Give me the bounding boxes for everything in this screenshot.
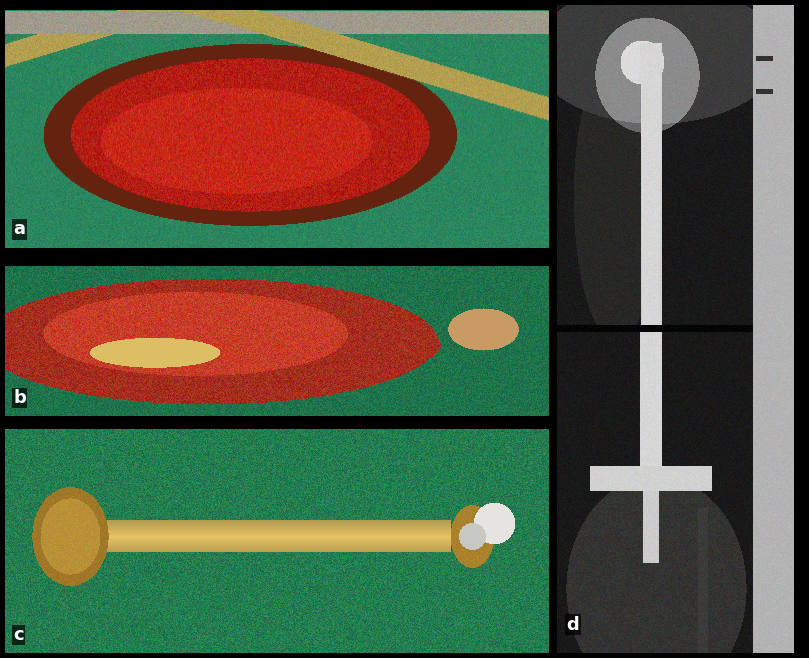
- Text: b: b: [13, 389, 26, 407]
- Text: a: a: [13, 220, 25, 238]
- Text: d: d: [566, 616, 579, 634]
- Text: c: c: [13, 626, 23, 644]
